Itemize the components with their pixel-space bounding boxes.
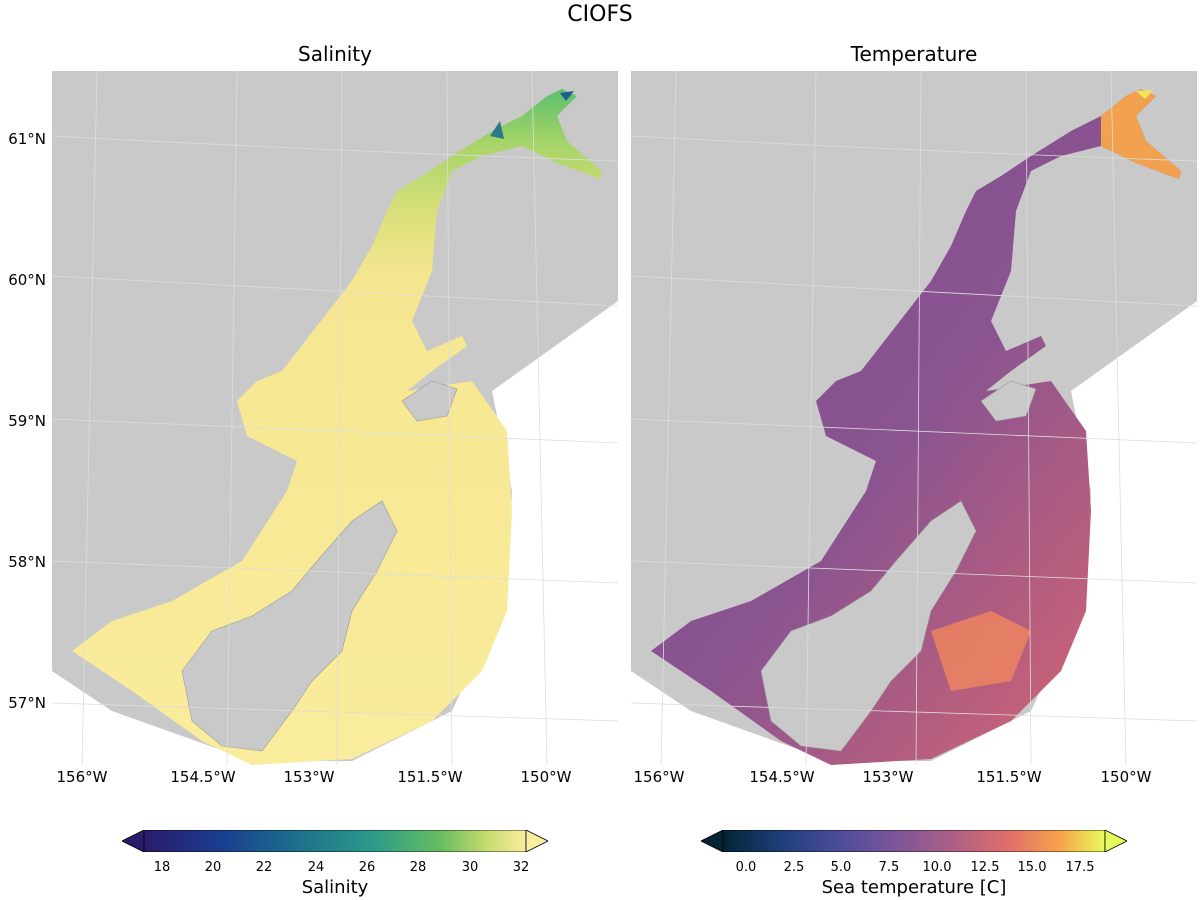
colorbar-tick: 7.5 xyxy=(878,860,900,875)
colorbar-tick: 32 xyxy=(512,860,530,875)
lon-label: 153°W xyxy=(283,768,335,786)
lat-label-59: 59°N xyxy=(8,412,46,430)
colorbar-tick: 2.5 xyxy=(783,860,805,875)
colorbar-tick: 0.0 xyxy=(735,860,757,875)
temperature-map[interactable] xyxy=(631,71,1197,765)
colorbar-tick: 15.0 xyxy=(1017,860,1047,875)
colorbar-gradient xyxy=(143,830,527,852)
warm-patch xyxy=(931,611,1031,691)
lon-label: 154.5°W xyxy=(170,768,236,786)
colorbar-tick: 28 xyxy=(409,860,427,875)
warm-upper-inlet xyxy=(1101,89,1181,179)
lat-label-60: 60°N xyxy=(8,271,46,289)
colorbar-tick: 22 xyxy=(255,860,273,875)
low-salinity-patch xyxy=(490,121,504,139)
colorbar-tick: 30 xyxy=(461,860,479,875)
graticule xyxy=(52,71,618,765)
warm-patch xyxy=(1136,90,1153,99)
lat-label-61: 61°N xyxy=(8,130,46,148)
colorbar-gradient xyxy=(722,830,1106,852)
kodiak-island xyxy=(760,500,977,752)
colorbar-tick: 17.5 xyxy=(1065,860,1095,875)
temperature-panel-title: Temperature xyxy=(850,42,978,66)
temperature-field xyxy=(651,89,1181,765)
colorbar-extend-low xyxy=(701,830,724,852)
lon-label: 156°W xyxy=(56,768,108,786)
lat-label-57: 57°N xyxy=(8,694,46,712)
salinity-field xyxy=(72,89,602,765)
lon-label: 150°W xyxy=(1100,768,1152,786)
lon-label: 154.5°W xyxy=(749,768,815,786)
kodiak-island xyxy=(181,500,398,752)
colorbar-tick: 26 xyxy=(358,860,376,875)
temperature-colorbar-label: Sea temperature [C] xyxy=(821,877,1007,898)
lat-label-58: 58°N xyxy=(8,553,46,571)
colorbar-tick: 5.0 xyxy=(830,860,852,875)
colorbar-tick: 20 xyxy=(204,860,222,875)
lon-label: 151.5°W xyxy=(976,768,1042,786)
kenai-peninsula xyxy=(401,380,458,422)
colorbar-tick: 24 xyxy=(307,860,325,875)
kenai-peninsula xyxy=(980,380,1037,422)
colorbar-extend-high xyxy=(525,830,548,852)
lon-label: 156°W xyxy=(633,768,685,786)
colorbar-tick: 18 xyxy=(153,860,171,875)
colorbar-tick: 12.5 xyxy=(970,860,1000,875)
open-ocean-area xyxy=(631,301,1197,765)
lon-label: 150°W xyxy=(520,768,572,786)
open-ocean-area xyxy=(52,301,618,765)
lon-label: 151.5°W xyxy=(397,768,463,786)
salinity-colorbar xyxy=(122,830,548,852)
low-salinity-patch xyxy=(560,91,574,101)
salinity-map[interactable] xyxy=(52,71,618,765)
salinity-colorbar-label: Salinity xyxy=(301,877,369,898)
colorbar-extend-high xyxy=(1104,830,1127,852)
temperature-colorbar xyxy=(701,830,1127,852)
colorbar-tick: 10.0 xyxy=(922,860,952,875)
figure-title: CIOFS xyxy=(567,2,633,27)
colorbar-extend-low xyxy=(122,830,145,852)
lon-label: 153°W xyxy=(862,768,914,786)
salinity-panel-title: Salinity xyxy=(298,42,372,66)
